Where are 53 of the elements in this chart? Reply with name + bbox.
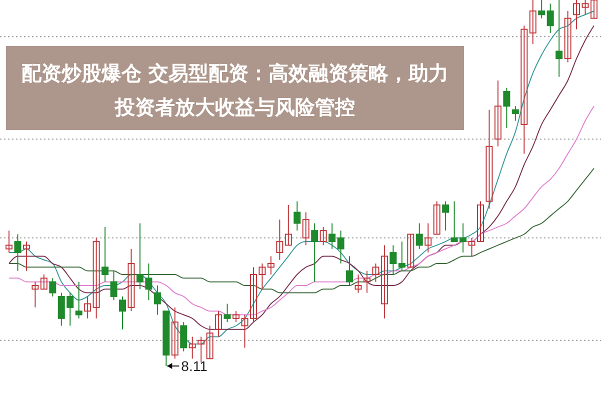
candlestick bbox=[40, 274, 48, 290]
candlestick bbox=[372, 263, 380, 282]
candlestick bbox=[363, 270, 370, 294]
candlestick bbox=[119, 296, 126, 330]
text: 配资炒股爆仓 交易型配资：高效融资策略，助力投资者放大收益与风险管控 bbox=[22, 61, 448, 119]
candlestick bbox=[206, 325, 214, 360]
candlestick bbox=[556, 0, 563, 78]
candlestick bbox=[486, 109, 493, 210]
candlestick bbox=[302, 212, 310, 246]
candlestick bbox=[354, 274, 362, 294]
candlestick bbox=[398, 241, 406, 272]
candlestick bbox=[520, 25, 528, 154]
candlestick bbox=[32, 281, 39, 308]
candlestick bbox=[564, 10, 572, 63]
candlestick bbox=[538, 0, 546, 19]
candlestick bbox=[416, 222, 423, 250]
candlestick bbox=[154, 284, 161, 316]
candlestick bbox=[102, 226, 109, 282]
candlestick bbox=[346, 256, 354, 286]
candlestick bbox=[22, 241, 30, 272]
candlestick bbox=[171, 306, 178, 360]
candlestick bbox=[320, 226, 327, 246]
candlestick bbox=[573, 0, 580, 30]
candlestick bbox=[276, 219, 284, 260]
candlestick bbox=[433, 200, 440, 235]
candlestick bbox=[84, 296, 92, 319]
annotation: 8.11 bbox=[181, 358, 208, 374]
candlestick bbox=[529, 0, 536, 44]
candlestick bbox=[110, 270, 118, 301]
candlestick bbox=[75, 281, 82, 319]
candlestick bbox=[407, 234, 414, 268]
candlestick bbox=[49, 278, 56, 297]
candlestick bbox=[180, 322, 188, 352]
candlestick bbox=[14, 234, 22, 272]
candlestick bbox=[294, 200, 301, 232]
candlestick bbox=[424, 222, 432, 254]
candlestick bbox=[224, 303, 231, 323]
candlestick bbox=[267, 256, 274, 275]
candlestick bbox=[512, 106, 519, 122]
candlestick bbox=[284, 204, 292, 246]
candlestick bbox=[92, 237, 100, 319]
candlestick bbox=[328, 222, 336, 250]
candlestick bbox=[215, 310, 222, 338]
candlestick bbox=[442, 200, 450, 232]
candlestick bbox=[128, 248, 135, 312]
candlestick bbox=[6, 230, 12, 254]
candlestick bbox=[380, 244, 388, 319]
candlestick bbox=[390, 244, 397, 275]
candlestick bbox=[503, 87, 510, 129]
candlestick bbox=[337, 230, 344, 264]
candlestick bbox=[494, 80, 502, 147]
candlestick bbox=[311, 222, 318, 282]
candlestick bbox=[546, 3, 554, 34]
